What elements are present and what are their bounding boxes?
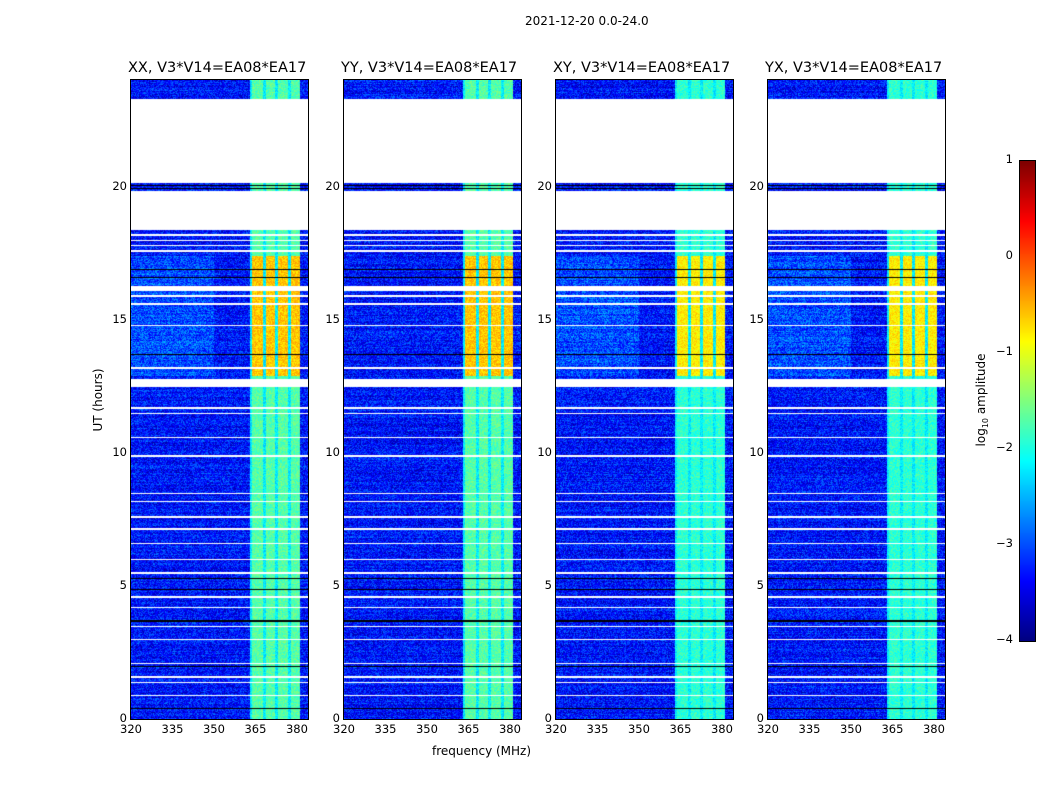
y-tick-label: 20 [537, 178, 552, 193]
colorbar-tick-label: −3 [996, 536, 1013, 550]
x-tick-label: 350 [839, 722, 862, 736]
x-tick-label: 365 [244, 722, 267, 736]
x-tick-label: 365 [669, 722, 692, 736]
colorbar-tick-label: 1 [1005, 152, 1013, 166]
colorbar-label-rest: amplitude [973, 353, 988, 418]
spectrogram-panel [343, 79, 522, 720]
y-tick-label: 15 [749, 311, 764, 326]
y-tick-label: 5 [119, 577, 127, 592]
x-tick-label: 380 [498, 722, 521, 736]
panel-title: XY, V3*V14=EA08*EA17 [553, 60, 731, 76]
x-tick-label: 320 [120, 722, 142, 736]
x-tick-label: 320 [757, 722, 779, 736]
colorbar-tick-label: 0 [1005, 248, 1013, 262]
y-tick-label: 20 [112, 178, 127, 193]
x-tick-label: 350 [202, 722, 225, 736]
x-tick-label: 335 [374, 722, 397, 736]
y-tick-label: 15 [325, 311, 340, 326]
x-axis-label: frequency (MHz) [432, 744, 532, 758]
x-tick-label: 350 [415, 722, 438, 736]
colorbar-label: log10 amplitude [974, 354, 990, 447]
y-tick-label: 5 [332, 577, 340, 592]
y-axis-label: UT (hours) [91, 368, 105, 432]
y-tick-label: 15 [112, 311, 127, 326]
x-tick-label: 320 [545, 722, 567, 736]
y-tick-label: 0 [119, 711, 127, 725]
spectrogram-panel [767, 79, 946, 720]
y-tick-label: 0 [544, 711, 552, 725]
y-tick-label: 0 [332, 711, 340, 725]
y-tick-label: 10 [537, 444, 552, 459]
x-tick-label: 335 [161, 722, 184, 736]
y-tick-label: 20 [325, 178, 340, 193]
y-tick-label: 5 [756, 577, 764, 592]
x-tick-label: 380 [922, 722, 945, 736]
y-tick-label: 15 [537, 311, 552, 326]
x-tick-label: 380 [285, 722, 308, 736]
panel-title: YX, V3*V14=EA08*EA17 [765, 60, 943, 76]
y-tick-label: 10 [112, 444, 127, 459]
colorbar-label-main: log [973, 428, 988, 447]
x-tick-label: 380 [710, 722, 733, 736]
colorbar-tick-label: −2 [996, 440, 1013, 454]
y-tick-label: 5 [544, 577, 552, 592]
x-tick-label: 335 [798, 722, 821, 736]
x-tick-label: 320 [333, 722, 355, 736]
x-tick-label: 365 [881, 722, 904, 736]
colorbar-tick-label: −1 [996, 344, 1013, 358]
x-tick-label: 350 [627, 722, 650, 736]
panel-title: XX, V3*V14=EA08*EA17 [128, 60, 307, 76]
colorbar [1019, 160, 1036, 642]
y-tick-label: 10 [325, 444, 340, 459]
y-tick-label: 0 [756, 711, 764, 725]
panel-title: YY, V3*V14=EA08*EA17 [341, 60, 518, 76]
y-tick-label: 20 [749, 178, 764, 193]
x-tick-label: 365 [457, 722, 480, 736]
figure-title: 2021-12-20 0.0-24.0 [525, 14, 649, 28]
colorbar-tick-label: −4 [996, 632, 1013, 646]
colorbar-label-sub: 10 [981, 417, 991, 429]
x-tick-label: 335 [586, 722, 609, 736]
spectrogram-panel [555, 79, 734, 720]
y-tick-label: 10 [749, 444, 764, 459]
spectrogram-panel [130, 79, 309, 720]
